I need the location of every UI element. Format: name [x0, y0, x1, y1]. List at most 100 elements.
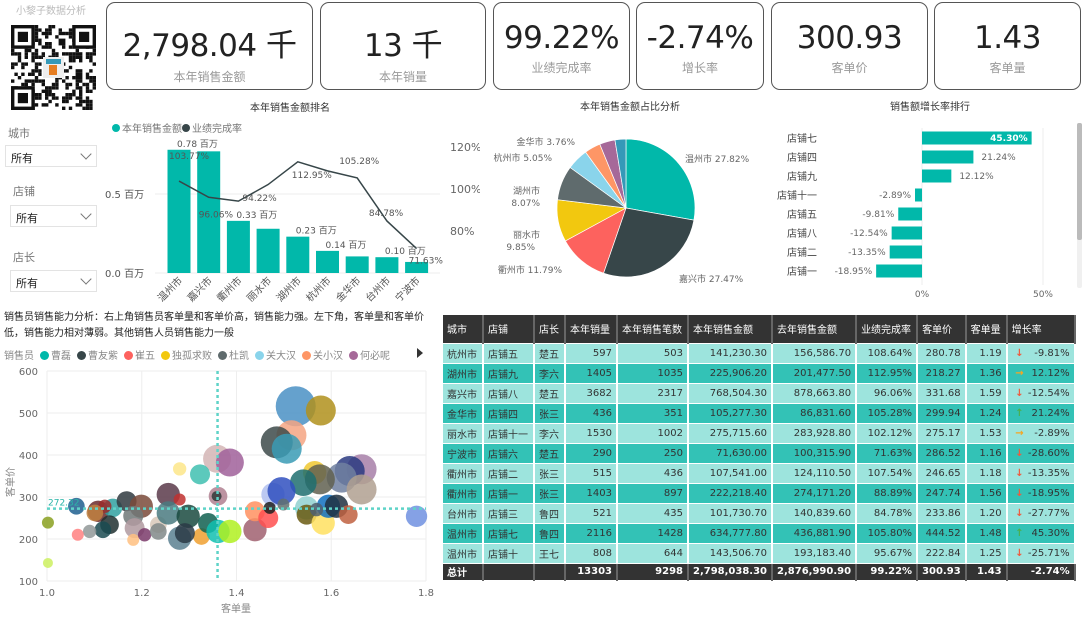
table-cell: 515 [565, 463, 618, 484]
column-header[interactable]: 店铺 [483, 315, 535, 344]
y-tick: 店铺九 [787, 170, 817, 183]
scrollbar-thumb[interactable] [1077, 123, 1082, 240]
bubble [137, 528, 152, 542]
legend-label: 业绩完成率 [192, 122, 242, 135]
table-cell: 楚五 [534, 383, 566, 404]
growth-value: 21.24% [1031, 407, 1070, 419]
table-cell: 351 [617, 403, 689, 424]
legend-item[interactable]: 杜凯 [229, 351, 249, 362]
bar [898, 207, 922, 221]
y-tick: 店铺五 [787, 208, 817, 221]
table-cell: 503 [617, 343, 689, 364]
total-cell [483, 563, 535, 581]
filter-label: 店铺 [13, 185, 35, 198]
growth-cell: → -2.89% [1006, 423, 1076, 444]
table-row: 温州市 店铺七 鲁四 2116 1428 634,777.80 436,881.90 105.… [443, 523, 1076, 544]
table-cell: 店铺五 [483, 343, 535, 364]
x-tick: 杭州市 [303, 274, 333, 304]
table-cell: 286.52 [917, 443, 967, 464]
table-cell: 597 [565, 343, 618, 364]
legend-dot [124, 351, 133, 360]
dropdown-value: 所有 [11, 152, 33, 165]
kpi-label: 客单量 [989, 61, 1026, 75]
filter-dropdown[interactable]: 所有 [10, 205, 97, 227]
filter-dropdown[interactable]: 所有 [5, 145, 97, 167]
legend-item[interactable]: 曹磊 [51, 351, 71, 362]
column-header[interactable]: 本年销量 [565, 315, 618, 344]
completion-line [178, 160, 418, 250]
brand-title: 小黎子数据分析 [16, 6, 86, 17]
bar [922, 131, 1032, 145]
table-cell: 634,777.80 [688, 523, 774, 544]
filter-dropdown[interactable]: 所有 [10, 270, 97, 292]
legend-item[interactable]: 关小汉 [313, 351, 343, 362]
table-cell: 436 [565, 403, 618, 424]
line-label: 84.78% [369, 209, 404, 219]
pie-label: 嘉兴市 27.47% [679, 273, 744, 285]
kpi-label: 本年销售金额 [173, 70, 246, 84]
table-cell: 店铺六 [483, 443, 535, 464]
column-header[interactable]: 城市 [443, 315, 484, 344]
table-cell: 1.48 [965, 523, 1008, 544]
table-cell: 101,730.70 [688, 503, 774, 524]
table-cell: 张三 [534, 403, 566, 424]
arrow-down-icon: ↓ [1015, 507, 1024, 519]
table-cell: 店铺八 [483, 383, 535, 404]
kpi-value: 300.93 [796, 20, 903, 56]
table-row: 嘉兴市 店铺八 楚五 3682 2317 768,504.30 878,663.80 96.0… [443, 383, 1076, 404]
table-cell: 李六 [534, 363, 566, 384]
table-cell: 2116 [565, 523, 618, 544]
pie-slice [625, 138, 696, 221]
kpi-card: 1.43 客单量 [934, 2, 1081, 90]
table-cell: 张三 [534, 483, 566, 504]
total-cell: 300.93 [917, 563, 967, 581]
table-row: 衢州市 店铺二 张三 515 436 107,541.00 124,110.50 107.54… [443, 463, 1076, 484]
y-tick: 0.0 百万 [105, 268, 144, 280]
total-cell: 总计 [443, 563, 484, 581]
table-cell: 86,831.60 [772, 403, 858, 424]
legend-item[interactable]: 关大汉 [266, 351, 296, 362]
arrow-flat-icon: → [1015, 367, 1024, 379]
table-cell: 1.19 [965, 343, 1008, 364]
column-header[interactable]: 业绩完成率 [856, 315, 919, 344]
x-tick: 丽水市 [244, 274, 274, 304]
table-cell: 嘉兴市 [443, 383, 484, 404]
table-cell: 105,277.30 [688, 403, 774, 424]
table-row: 金华市 店铺四 张三 436 351 105,277.30 86,831.60 105.28%… [443, 403, 1076, 424]
line-label: 105.28% [339, 157, 379, 167]
column-header[interactable]: 客单价 [917, 315, 967, 344]
column-header[interactable]: 增长率 [1006, 315, 1076, 344]
qr-code-image [11, 25, 96, 110]
growth-value: -9.81% [1034, 347, 1070, 359]
table-cell: 1.18 [965, 463, 1008, 484]
column-header[interactable]: 去年销售金额 [772, 315, 858, 344]
legend-item[interactable]: 何必呢 [360, 351, 390, 362]
column-header[interactable]: 本年销售笔数 [617, 315, 689, 344]
legend-item[interactable]: 曹友紫 [88, 351, 118, 362]
arrow-down-icon: ↓ [1015, 487, 1024, 499]
y-tick: 店铺七 [787, 132, 817, 145]
growth-value: 45.30% [1031, 527, 1070, 539]
legend-next-arrow[interactable] [417, 348, 423, 358]
table-cell: 店铺一 [483, 483, 535, 504]
arrow-up-icon: ↑ [1015, 527, 1024, 539]
column-header[interactable]: 店长 [534, 315, 566, 344]
table-cell: 436 [617, 463, 689, 484]
legend-label: 本年销售金额 [122, 122, 182, 135]
kpi-card: 300.93 客单价 [771, 2, 928, 90]
bar [197, 151, 221, 273]
table-cell: 1.36 [965, 363, 1008, 384]
growth-value: -28.60% [1027, 447, 1070, 459]
kpi-label: 增长率 [681, 61, 718, 75]
bubble [346, 474, 377, 505]
legend-item[interactable]: 独孤求败 [172, 351, 212, 362]
bubble [174, 523, 195, 544]
y-tick: 400 [19, 451, 38, 462]
table-cell: 1.59 [965, 383, 1008, 404]
legend-item[interactable]: 崔五 [135, 351, 155, 362]
column-header[interactable]: 本年销售金额 [688, 315, 774, 344]
bar-label: 45.30% [990, 134, 1028, 144]
arrow-down-icon: ↓ [1015, 387, 1024, 399]
bar [915, 188, 922, 202]
column-header[interactable]: 客单量 [965, 315, 1008, 344]
